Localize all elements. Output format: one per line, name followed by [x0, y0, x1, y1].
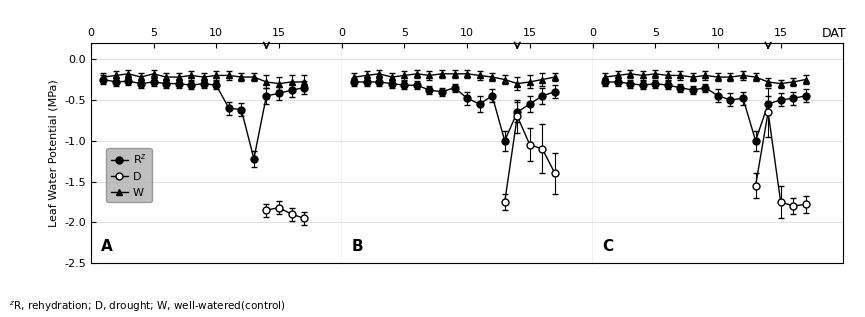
Text: C: C [603, 239, 613, 254]
Y-axis label: Leaf Water Potential (MPa): Leaf Water Potential (MPa) [48, 79, 59, 227]
Text: $^z$R, rehydration; D, drought; W, well-watered(control): $^z$R, rehydration; D, drought; W, well-… [9, 300, 285, 314]
Text: DAT: DAT [822, 27, 846, 40]
Legend: R$^z$, D, W: R$^z$, D, W [106, 148, 151, 202]
Text: B: B [352, 239, 363, 254]
Text: A: A [101, 239, 112, 254]
